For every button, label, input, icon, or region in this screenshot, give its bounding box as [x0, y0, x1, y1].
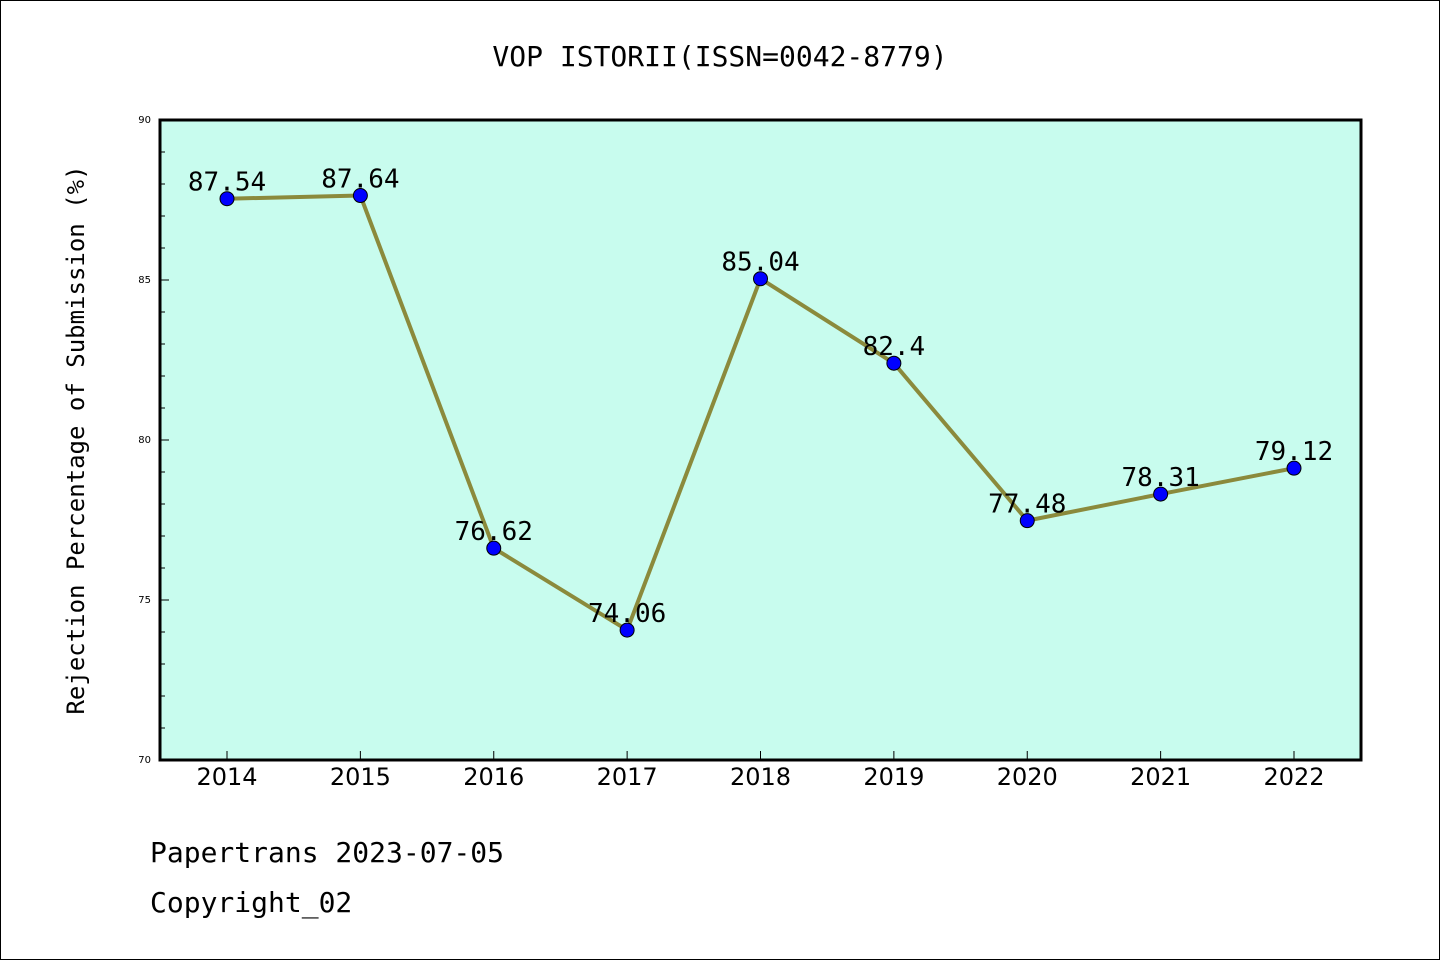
data-point	[219, 191, 235, 207]
data-point	[1019, 513, 1035, 529]
x-axis: 2014 2015 2016 2017 2018 2019 2020 2021 2022	[196, 751, 1325, 791]
x-tick-label: 2021	[1130, 763, 1191, 791]
data-label: 77.48	[988, 490, 1066, 520]
x-tick-label: 2017	[597, 763, 658, 791]
y-axis: 70 75 80 85 90	[138, 115, 169, 766]
data-label: 82.4	[863, 332, 926, 362]
x-tick-label: 2019	[863, 763, 924, 791]
chart-title: VOP ISTORII(ISSN=0042-8779)	[492, 40, 947, 73]
data-point	[886, 355, 902, 371]
data-label: 85.04	[721, 248, 799, 278]
data-label: 74.06	[588, 599, 666, 629]
data-point	[1153, 486, 1169, 502]
y-tick-label: 90	[138, 115, 151, 126]
plot-area	[158, 118, 1363, 762]
x-tick-label: 2022	[1263, 763, 1324, 791]
y-tick-label: 85	[138, 275, 151, 286]
data-label: 78.31	[1121, 463, 1199, 493]
data-label: 87.54	[188, 168, 266, 198]
data-point	[352, 188, 368, 204]
x-tick-label: 2020	[997, 763, 1058, 791]
x-tick-label: 2015	[330, 763, 391, 791]
data-point	[1286, 460, 1302, 476]
data-point	[619, 622, 635, 638]
x-tick-label: 2018	[730, 763, 791, 791]
y-axis-label: Rejection Percentage of Submission (%)	[62, 165, 90, 714]
series-group: 87.54 87.64 76.62 74.06 85.04 82.4 77.48 78.31 7…	[188, 165, 1333, 638]
data-label: 76.62	[455, 517, 533, 547]
data-label: 87.64	[321, 165, 399, 195]
footer-date: Papertrans 2023-07-05	[150, 836, 505, 869]
data-point	[753, 271, 768, 287]
x-tick-label: 2014	[196, 763, 257, 791]
x-tick-label: 2016	[463, 763, 524, 791]
y-tick-label: 75	[138, 595, 151, 606]
data-point	[486, 540, 502, 556]
footer-copyright: Copyright_02	[150, 886, 353, 919]
y-tick-label: 70	[138, 755, 151, 766]
data-label: 79.12	[1255, 437, 1333, 467]
y-tick-label: 80	[138, 435, 151, 446]
